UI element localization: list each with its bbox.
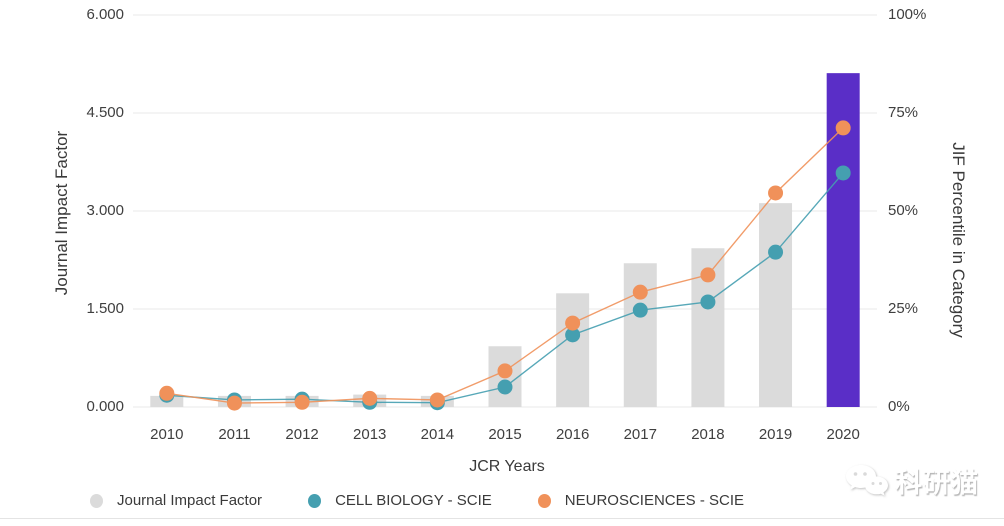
legend-item-journal-impact-factor[interactable]: Journal Impact Factor: [90, 492, 262, 509]
x-tick-2016: 2016: [555, 426, 590, 443]
watermark-text: 科研猫: [895, 468, 979, 498]
left-axis-ticks: 0.000 1.500 3.000 4.500 6.000: [0, 0, 124, 526]
dot-cell-biology-scie-2016[interactable]: [565, 327, 581, 343]
left-tick: 6.000: [86, 6, 124, 23]
dot-cell-biology-scie-2020[interactable]: [835, 165, 851, 181]
watermark: 科研猫: [843, 461, 979, 500]
dot-cell-biology-scie-2017[interactable]: [632, 302, 648, 318]
left-tick: 3.000: [86, 202, 124, 219]
bar-2019[interactable]: [759, 203, 793, 407]
legend-label: Journal Impact Factor: [117, 492, 263, 509]
right-tick: 75%: [888, 104, 919, 121]
right-tick: 50%: [888, 202, 919, 219]
legend-dot-icon: [90, 493, 103, 508]
dot-neurosciences-scie-2011[interactable]: [226, 395, 242, 411]
x-tick-2010: 2010: [150, 426, 184, 443]
x-tick-2015: 2015: [488, 426, 522, 443]
legend-label: NEUROSCIENCES - SCIE: [564, 492, 744, 509]
dot-neurosciences-scie-2020[interactable]: [835, 120, 851, 136]
x-tick-2014: 2014: [420, 426, 455, 443]
right-axis-ticks: 0% 25% 50% 75% 100%: [888, 0, 968, 526]
x-tick-2012: 2012: [285, 426, 319, 443]
left-tick: 0.000: [86, 398, 124, 415]
bottom-divider: [0, 518, 1004, 519]
legend-dot-icon: [308, 493, 322, 508]
dot-cell-biology-scie-2018[interactable]: [700, 294, 716, 310]
wechat-chat-bubbles-icon: [846, 464, 888, 496]
legend-dot-icon: [537, 493, 551, 508]
dot-neurosciences-scie-2019[interactable]: [768, 185, 784, 201]
x-tick-2020: 2020: [826, 426, 860, 443]
x-tick-2011: 2011: [218, 426, 251, 443]
dot-neurosciences-scie-2010[interactable]: [159, 385, 175, 401]
right-tick: 0%: [888, 398, 910, 415]
dot-neurosciences-scie-2012[interactable]: [294, 394, 310, 410]
right-tick: 25%: [888, 300, 919, 317]
left-tick: 4.500: [86, 104, 124, 121]
x-tick-2013: 2013: [353, 426, 387, 443]
x-tick-2017: 2017: [623, 426, 657, 443]
legend-item-cell-biology-scie[interactable]: CELL BIOLOGY - SCIE: [308, 492, 492, 509]
chart-legend: Journal Impact Factor CELL BIOLOGY - SCIE…: [90, 492, 744, 509]
bar-2016[interactable]: [556, 293, 590, 407]
dot-neurosciences-scie-2015[interactable]: [497, 363, 513, 379]
dot-neurosciences-scie-2016[interactable]: [565, 315, 581, 331]
dot-neurosciences-scie-2018[interactable]: [700, 267, 716, 283]
x-tick-2019: 2019: [758, 426, 793, 443]
dot-cell-biology-scie-2015[interactable]: [497, 379, 513, 395]
dot-cell-biology-scie-2019[interactable]: [768, 244, 784, 260]
right-tick: 100%: [888, 6, 927, 23]
legend-label: CELL BIOLOGY - SCIE: [335, 492, 492, 509]
x-axis-title: JCR Years: [469, 458, 545, 475]
dot-neurosciences-scie-2017[interactable]: [632, 284, 648, 300]
dot-neurosciences-scie-2014[interactable]: [429, 392, 445, 408]
x-tick-2018: 2018: [691, 426, 725, 443]
left-tick: 1.500: [86, 300, 124, 317]
legend-item-neurosciences-scie[interactable]: NEUROSCIENCES - SCIE: [537, 492, 744, 509]
dot-neurosciences-scie-2013[interactable]: [362, 390, 378, 406]
